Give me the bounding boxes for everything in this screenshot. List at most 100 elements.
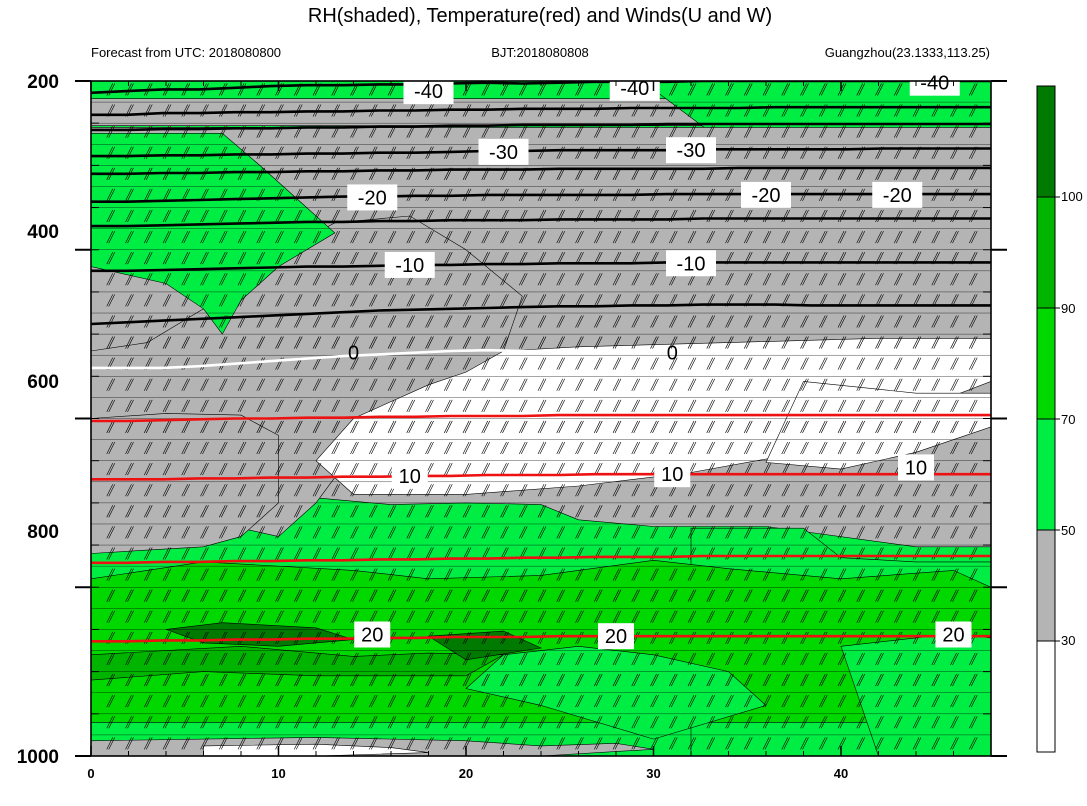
wind-barb (912, 420, 922, 434)
wind-barb (162, 104, 172, 117)
wind-barb (762, 378, 772, 391)
wind-barb (125, 505, 134, 518)
colorbar-label-90: 90 (1061, 301, 1075, 316)
wind-barb (518, 652, 528, 666)
wind-barb (256, 230, 266, 244)
wind-barb (181, 547, 191, 560)
wind-barb (125, 441, 134, 455)
wind-barb (893, 273, 903, 286)
wind-barb (931, 484, 941, 497)
wind-barb (968, 526, 978, 539)
wind-barb (912, 716, 922, 729)
wind-barb (237, 83, 247, 96)
wind-barb (237, 610, 247, 623)
wind-barb (781, 167, 791, 180)
wind-barb (968, 315, 978, 328)
wind-barb (406, 399, 416, 412)
wind-barb (912, 568, 922, 581)
contour-label-box (909, 69, 960, 96)
wind-barb (706, 378, 716, 391)
wind-barb (818, 484, 828, 497)
wind-barb (912, 336, 922, 349)
wind-barb (856, 631, 866, 645)
wind-barb (893, 230, 903, 244)
wind-barb (818, 673, 828, 687)
wind-barb (312, 526, 322, 539)
wind-barb (575, 631, 584, 645)
wind-barb (950, 441, 959, 455)
wind-barb (312, 441, 322, 455)
wind-barb (743, 568, 753, 581)
wind-barb (893, 589, 903, 602)
wind-barb (162, 230, 172, 244)
wind-barb (500, 568, 509, 581)
wind-barb (462, 462, 472, 476)
wind-barb (950, 589, 959, 602)
wind-barb (631, 568, 641, 581)
contour-label--20: -20 (883, 185, 912, 207)
wind-barb (500, 673, 509, 687)
wind-barb (593, 420, 603, 434)
wind-barb (106, 716, 116, 729)
wind-barb (762, 167, 772, 180)
contour-label--20: -20 (752, 185, 781, 207)
wind-barb (893, 673, 903, 687)
wind-barb (275, 462, 284, 476)
wind-barb (143, 209, 153, 223)
wind-barb (931, 420, 941, 434)
wind-barb (931, 378, 941, 391)
wind-barb (593, 716, 603, 729)
wind-barb (350, 357, 359, 370)
contour-label-10: 10 (661, 464, 683, 486)
wind-barb (556, 716, 566, 729)
wind-barb (200, 420, 209, 434)
wind-barb (931, 737, 941, 750)
wind-barb (368, 378, 378, 391)
contour-label-20: 20 (942, 625, 964, 647)
wind-barb (406, 547, 416, 560)
wind-barb (406, 505, 416, 518)
wind-barb (312, 610, 322, 623)
wind-barb (406, 568, 416, 581)
wind-barb (162, 252, 172, 265)
contour-label-10: 10 (905, 457, 927, 479)
wind-barb (293, 610, 303, 623)
wind-barb (350, 420, 359, 434)
wind-barb (256, 484, 266, 497)
temperature-contour--10-7 (91, 261, 991, 273)
wind-barb (856, 589, 866, 602)
wind-barb (106, 441, 116, 455)
wind-barb (818, 399, 828, 412)
wind-barb (575, 104, 584, 117)
wind-barb (368, 589, 378, 602)
contour-label-box (347, 184, 398, 211)
wind-barb (687, 378, 697, 391)
wind-barb (762, 420, 772, 434)
wind-barb (837, 631, 847, 645)
contour-label-box (391, 462, 428, 489)
wind-barb (575, 695, 584, 708)
wind-barb (293, 652, 303, 666)
wind-barb (931, 357, 941, 370)
wind-barb (950, 484, 959, 497)
wind-barb (387, 589, 397, 602)
wind-barb (106, 462, 116, 476)
wind-barb (556, 420, 566, 434)
wind-barb (462, 441, 472, 455)
wind-barb (312, 315, 322, 328)
wind-barb (387, 568, 397, 581)
wind-barb (256, 547, 266, 560)
wind-barb (537, 146, 547, 159)
y-tick-1000: 1000 (17, 747, 59, 768)
wind-barb (743, 505, 753, 518)
wind-barb (837, 125, 847, 138)
wind-barb (200, 716, 209, 729)
wind-barb (425, 294, 434, 307)
wind-barb (556, 484, 566, 497)
wind-barb (631, 315, 641, 328)
wind-barb (462, 230, 472, 244)
wind-barb (950, 273, 959, 286)
wind-barb (481, 357, 491, 370)
wind-barb (631, 652, 641, 666)
wind-barb (331, 209, 341, 223)
